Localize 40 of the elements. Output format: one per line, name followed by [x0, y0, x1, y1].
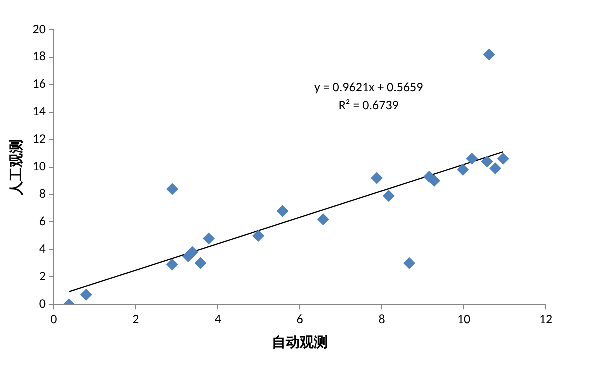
point — [371, 172, 384, 184]
annotation: y = 0.9621x + 0.5659 — [314, 80, 424, 96]
point — [481, 156, 494, 168]
point — [457, 164, 470, 176]
x-tick-label: 2 — [132, 312, 140, 328]
x-tick-label: 0 — [50, 312, 58, 328]
point — [382, 190, 395, 202]
point — [202, 232, 215, 245]
point — [497, 153, 510, 166]
point — [317, 213, 330, 226]
y-tick-label: 6 — [39, 214, 46, 230]
y-tick-label: 20 — [32, 22, 46, 38]
y-tick-label: 16 — [32, 77, 46, 92]
y-tick-label: 2 — [39, 269, 46, 284]
x-tick-label: 12 — [539, 312, 553, 328]
x-tick-label: 4 — [214, 312, 222, 328]
x-axis-title: 自动观测 — [272, 334, 328, 352]
point — [490, 162, 502, 175]
point — [166, 183, 178, 196]
y-tick-label: 14 — [32, 104, 46, 120]
point — [166, 258, 178, 271]
point — [466, 153, 478, 166]
y-tick-label: 0 — [39, 296, 46, 312]
point — [194, 257, 207, 270]
x-tick-label: 6 — [296, 312, 304, 328]
annotation: R² = 0.6739 — [338, 98, 400, 114]
point — [403, 257, 416, 270]
point — [186, 246, 199, 258]
y-tick-label: 12 — [32, 132, 46, 148]
y-tick-label: 8 — [39, 187, 46, 202]
point — [252, 230, 265, 242]
y-tick-label: 4 — [39, 242, 46, 257]
x-tick-label: 8 — [378, 312, 386, 328]
y-tick-label: 18 — [32, 50, 46, 65]
point — [80, 288, 92, 301]
y-tick-label: 10 — [32, 160, 46, 175]
x-tick-label: 10 — [457, 312, 471, 328]
y-axis-title: 人工观测 — [8, 139, 25, 196]
point — [483, 48, 496, 61]
point — [276, 205, 289, 218]
